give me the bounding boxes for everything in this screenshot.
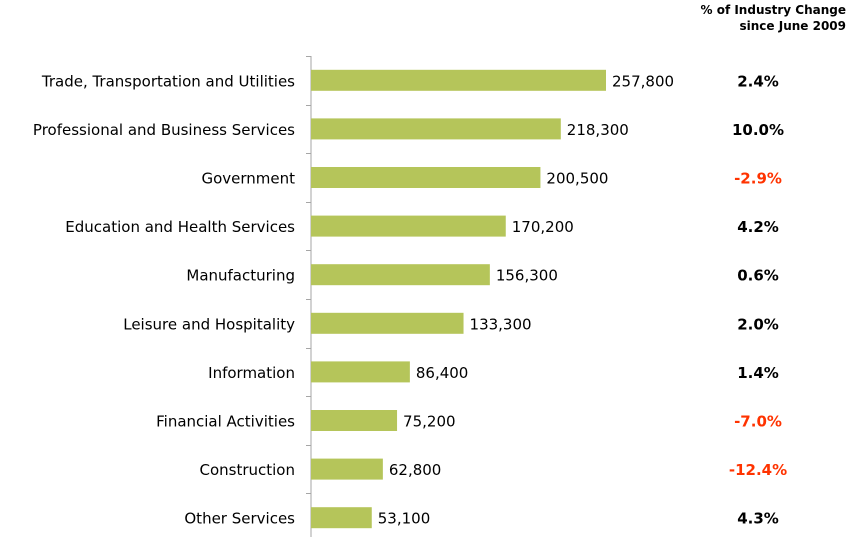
pct-change-label: 4.2% [737, 218, 779, 236]
pct-change-label: -2.9% [734, 170, 782, 188]
bar [311, 507, 372, 529]
bar [311, 361, 410, 383]
data-label: 257,800 [612, 72, 674, 90]
bar [311, 118, 561, 140]
bar [311, 69, 606, 91]
bar [311, 410, 398, 431]
data-label: 156,300 [496, 267, 558, 285]
category-label: Other Services [184, 510, 295, 528]
category-label: Government [201, 170, 295, 188]
pct-change-header-line2: since June 2009 [739, 19, 847, 33]
category-label: Leisure and Hospitality [123, 315, 295, 333]
pct-change-header-line1: % of Industry Change [700, 3, 847, 17]
category-label: Professional and Business Services [33, 121, 295, 139]
pct-change-label: 10.0% [732, 121, 784, 139]
pct-change-label: 2.0% [737, 315, 779, 333]
data-label: 86,400 [416, 364, 469, 382]
category-label: Financial Activities [156, 413, 295, 431]
data-label: 170,200 [512, 218, 574, 236]
pct-change-label: -7.0% [734, 413, 782, 431]
pct-change-header: % of Industry Change since June 2009 [701, 2, 847, 34]
category-label: Construction [199, 461, 295, 479]
category-label: Trade, Transportation and Utilities [41, 72, 295, 90]
bar [311, 167, 541, 188]
data-label: 62,800 [389, 461, 442, 479]
category-label: Manufacturing [186, 267, 295, 285]
pct-change-label: -12.4% [729, 461, 787, 479]
data-label: 218,300 [567, 121, 629, 139]
bar [311, 215, 506, 237]
bar [311, 312, 464, 334]
data-label: 75,200 [403, 413, 456, 431]
category-label: Education and Health Services [65, 218, 295, 236]
pct-change-label: 2.4% [737, 72, 779, 90]
data-label: 200,500 [546, 170, 608, 188]
bar [311, 458, 383, 480]
data-label: 133,300 [470, 315, 532, 333]
category-label: Information [208, 364, 295, 382]
pct-change-label: 0.6% [737, 267, 779, 285]
data-label: 53,100 [378, 510, 431, 528]
bar [311, 264, 490, 286]
pct-change-label: 1.4% [737, 364, 779, 382]
pct-change-label: 4.3% [737, 510, 779, 528]
